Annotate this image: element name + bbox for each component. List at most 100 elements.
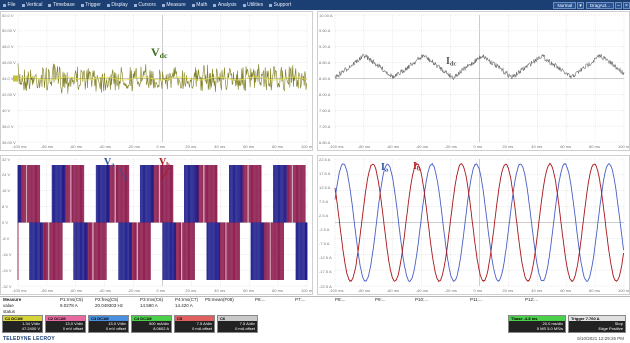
x-tick-label: 60 ms (243, 288, 255, 293)
annotation-sub: dc (159, 50, 168, 60)
measure-row-0: Measure P1:rms(C5) P2:freq(C5) P3:rms(C6) P4… (0, 297, 630, 303)
channel-header: C4 DC1M (132, 316, 171, 321)
x-tick-label: -40 ms (415, 144, 428, 149)
menu-vertical[interactable]: Vertical (19, 0, 46, 10)
x-tick-label: -80 ms (40, 144, 54, 149)
menu-file[interactable]: File (0, 0, 19, 10)
timebase-samples: 5 MS 5.0 MS/s (509, 326, 565, 331)
grid-iab[interactable]: 22.5 A 17.5 A 12.5 A 7.5 A 2.5 A -2.5 A -7.5 A… (317, 155, 630, 295)
measure-table: Measure P1:rms(C5) P2:freq(C5) P3:rms(C6) P4… (0, 296, 630, 315)
menu-support[interactable]: Support (266, 0, 294, 10)
menu-label: Timebase (52, 2, 75, 8)
acquisition-mode[interactable]: Normal (553, 1, 576, 9)
menu-trigger[interactable]: Trigger (78, 0, 104, 10)
menu-measure[interactable]: Measure (159, 0, 189, 10)
channel-offset: 0 mA offset (235, 326, 255, 331)
y-tick-label: 8.40 A (319, 76, 331, 81)
channel-scale: 13.0 V/div (108, 321, 126, 326)
y-tick-label: -7.5 A (319, 241, 330, 247)
x-tick-label: 40 ms (531, 144, 543, 149)
y-tick-label: 44.0 V (2, 76, 14, 81)
channel-coupling: DC1M (11, 316, 23, 321)
channel-id: C4 (134, 316, 140, 321)
y-tick-label: 6.80 A (319, 139, 331, 145)
grid-vdc[interactable]: 52.0 V 50.00 V 48.0 V 46.00 V 44.0 V 42.00 V 4… (0, 11, 313, 151)
trigger-type: Edge Positive (569, 326, 625, 331)
x-tick-label: 20 ms (185, 288, 197, 293)
timebase-header: Tbase -4.8 ms (509, 316, 565, 321)
x-tick-label: -40 ms (415, 288, 428, 293)
channel-box-c3[interactable]: C3 DC1M 13.0 V/div 0 mV offset (88, 315, 129, 333)
minimize-icon[interactable]: – (615, 1, 622, 9)
y-tick-label: 8 V (2, 204, 9, 210)
channel-header: C3 DC1M (89, 316, 128, 321)
menu-utilities[interactable]: Utilities (240, 0, 267, 10)
measure-param-name[interactable]: P7:... (295, 297, 306, 302)
x-tick-label: 80 ms (589, 144, 600, 149)
menu-timebase[interactable]: Timebase (45, 0, 77, 10)
x-tick-label: -100 ms (12, 288, 27, 293)
channel-box-c5[interactable]: C5 7.5 A/div 0 mA offset (174, 315, 215, 333)
menu-cursors[interactable]: Cursors (131, 0, 159, 10)
timebase-title: Tbase (511, 316, 523, 321)
channel-box-c2[interactable]: C2 DC1M 13.0 V/div 0 mV offset (45, 315, 86, 333)
measure-param-name[interactable]: P6:... (255, 297, 266, 302)
sample-rate: 5.0 MS/s (547, 326, 563, 331)
utilities-icon (242, 3, 246, 7)
trigger-box[interactable]: Trigger 7.760 A Stop Edge Positive (568, 315, 626, 333)
x-tick-label: -60 ms (69, 288, 83, 293)
menu-analysis[interactable]: Analysis (210, 0, 239, 10)
timebase-box[interactable]: Tbase -4.8 ms 20.0 ms/div 5 MS 5.0 MS/s (508, 315, 566, 333)
measure-param-name[interactable]: P10:... (415, 297, 429, 302)
ib-trace (334, 162, 625, 283)
trigger-mode: Stop (614, 321, 623, 326)
grid-idc[interactable]: 10.00 A 9.60 A 9.20 A 8.80 A 8.40 A 8.00 A 7.6… (317, 11, 630, 151)
vdc-average-trace (17, 76, 308, 81)
measure-row-label: status (3, 309, 16, 314)
idc-trace (334, 53, 625, 81)
channel-box-c1[interactable]: C1 DC1M 1.34 V/div 47.2400 V (2, 315, 43, 333)
y-tick-label: 40 V (2, 107, 11, 113)
measure-param-name[interactable]: P11:... (470, 297, 483, 302)
measure-param-name[interactable]: P1:rms(C5) (60, 297, 84, 302)
measure-param-name[interactable]: P5:mean(F08) (205, 297, 234, 302)
menu-label: Support (273, 2, 292, 8)
display-icon (106, 3, 110, 7)
x-tick-label: 40 ms (531, 288, 543, 293)
x-tick-label: -80 ms (357, 288, 371, 293)
drag-action-mode[interactable]: DragAct... (585, 1, 614, 9)
close-icon[interactable]: × (623, 1, 630, 9)
menu-math[interactable]: Math (189, 0, 211, 10)
y-tick-label: -24 V (2, 267, 12, 273)
mode-dropdown-icon[interactable]: ▾ (576, 1, 584, 9)
grid-vab[interactable]: 32 V 24 V 16 V 8 V 0 V -8 V -16 V -24 V -32 V -10… (0, 155, 313, 295)
x-tick-label: -40 ms (98, 144, 111, 149)
timebase-scale: 20.0 ms/div (542, 321, 563, 326)
y-tick-label: -32 V (2, 283, 12, 289)
channel-id: C1 (5, 316, 11, 321)
measure-param-name[interactable]: P8:... (335, 297, 346, 302)
channel-header: C2 DC1M (46, 316, 85, 321)
measure-param-name[interactable]: P12:... (525, 297, 539, 302)
measure-param-name[interactable]: P9:... (375, 297, 386, 302)
measure-row-1: value 9.0278 A 20.049303 Hz 14.590 A 14.420 … (0, 303, 630, 309)
measure-param-name[interactable]: P3:rms(C6) (140, 297, 164, 302)
measure-param-name[interactable]: P2:freq(C5) (95, 297, 119, 302)
x-tick-label: -80 ms (357, 144, 371, 149)
trigger-edge: Edge (598, 326, 608, 331)
measure-param-name[interactable]: P4:rms(C7) (175, 297, 199, 302)
menu-label: Vertical (26, 2, 43, 8)
x-tick-label: 80 ms (589, 288, 600, 293)
trace-area (334, 158, 625, 287)
channel-offset: 0 mV offset (105, 326, 126, 331)
menu-display[interactable]: Display (104, 0, 131, 10)
channel-box-c4[interactable]: C4 DC1M 500 mA/div 8.0602 A (131, 315, 172, 333)
channel-coupling: DC1M (140, 316, 152, 321)
y-tick-label: 36.00 V (2, 139, 16, 145)
channel-header: C5 (175, 316, 214, 321)
channel-box-c6[interactable]: C6 7.5 A/div 0 mA offset (217, 315, 258, 333)
footer: TELEDYNE LECROY 6/10/2021 12:29:26 PM (0, 335, 630, 343)
x-tick-label: -60 ms (386, 288, 400, 293)
timebase-offset: -4.8 ms (523, 316, 538, 321)
